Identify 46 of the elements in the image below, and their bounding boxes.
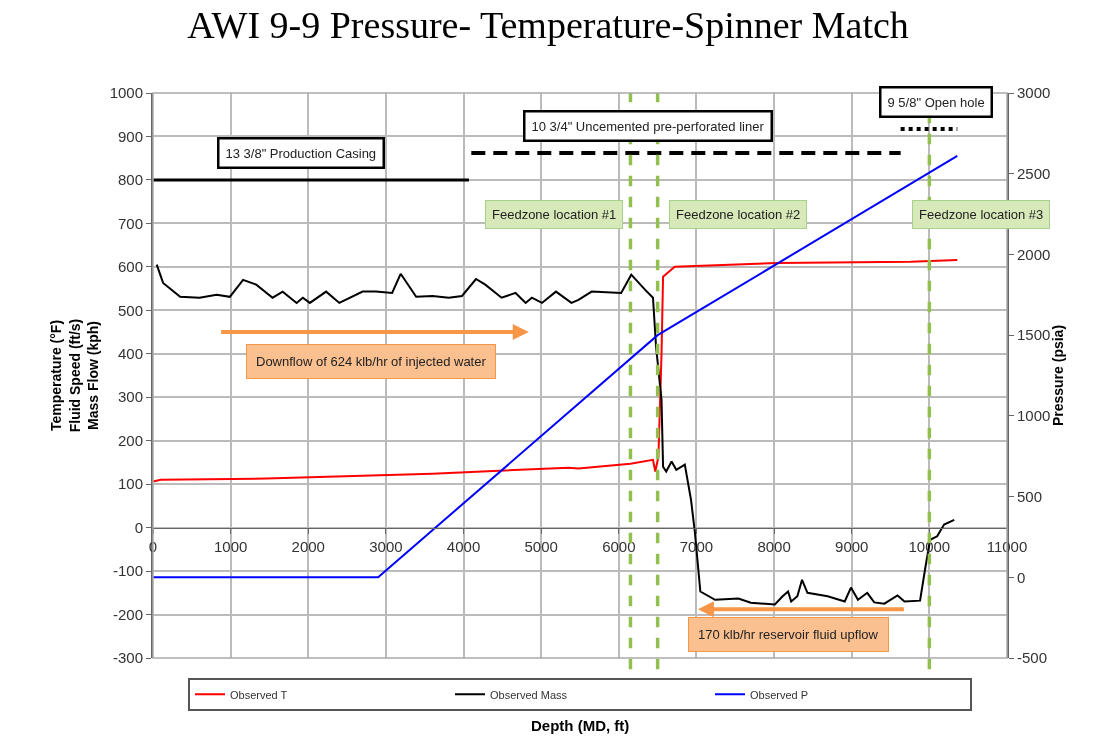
- x-tick-label: 6000: [602, 537, 636, 555]
- legend-label: Observed T: [230, 688, 288, 701]
- y-tick-label: 200: [117, 431, 143, 449]
- y-tick-label: 900: [117, 127, 143, 145]
- y2-tick-label: 1000: [1017, 407, 1051, 425]
- annotation: Downflow of 624 klb/hr of injected water: [256, 354, 487, 369]
- y-tick-label: -300: [112, 649, 143, 667]
- y2-tick-label: 0: [1017, 568, 1026, 586]
- y-tick-label: 800: [117, 171, 143, 189]
- y-tick-label: 300: [117, 388, 143, 406]
- annotation: 9 5/8" Open hole: [887, 94, 985, 110]
- x-tick-label: 2000: [291, 537, 325, 555]
- annotation: 10 3/4" Uncemented pre-perforated liner: [531, 118, 765, 134]
- text: Depth (MD, ft): [531, 717, 630, 734]
- y-tick-label: 1000: [109, 84, 143, 102]
- y-tick-label: -100: [112, 562, 143, 580]
- chart-title: AWI 9-9 Pressure- Temperature-Spinner Match: [187, 3, 909, 46]
- x-tick-label: 1000: [213, 537, 248, 555]
- x-tick-label: 5000: [524, 537, 558, 555]
- x-tick-label: 3000: [369, 537, 403, 555]
- y-tick-label: 700: [117, 214, 143, 232]
- ref-line-label: Feedzone location #1: [492, 207, 617, 222]
- legend-label: Observed Mass: [490, 688, 568, 701]
- ref-line-label: Feedzone location #2: [676, 207, 801, 222]
- ref-line-label: Feedzone location #3: [919, 207, 1044, 222]
- y2-tick-label: 2000: [1017, 245, 1051, 263]
- y-tick-label: 500: [117, 301, 143, 319]
- y-tick-label: -200: [112, 605, 143, 623]
- line-series: [153, 258, 959, 483]
- y2-tick-label: 500: [1017, 487, 1043, 505]
- annotation: 170 klb/hr reservoir fluid upflow: [698, 627, 879, 642]
- y2-tick-label: -500: [1017, 649, 1048, 667]
- y-tick-label: 100: [117, 475, 143, 493]
- legend-label: Observed P: [750, 688, 809, 701]
- y-tick-label: 400: [117, 345, 143, 363]
- x-tick-label: 4000: [446, 537, 481, 555]
- y2-tick-label: 2500: [1017, 164, 1051, 182]
- x-tick-label: 8000: [757, 537, 791, 555]
- y2-tick-label: 1500: [1017, 326, 1051, 344]
- y-tick-label: 0: [134, 518, 143, 536]
- y-axis-title: Temperature (°F) Fluid Speed (ft/s) Mass Flow (kph): [48, 318, 101, 433]
- y2-tick-label: 3000: [1017, 84, 1051, 102]
- y-tick-label: 600: [117, 258, 143, 276]
- x-tick-label: 9000: [835, 537, 869, 555]
- annotation: 13 3/8" Production Casing: [225, 145, 377, 161]
- y2-axis-title: Pressure (psia): [1050, 324, 1067, 427]
